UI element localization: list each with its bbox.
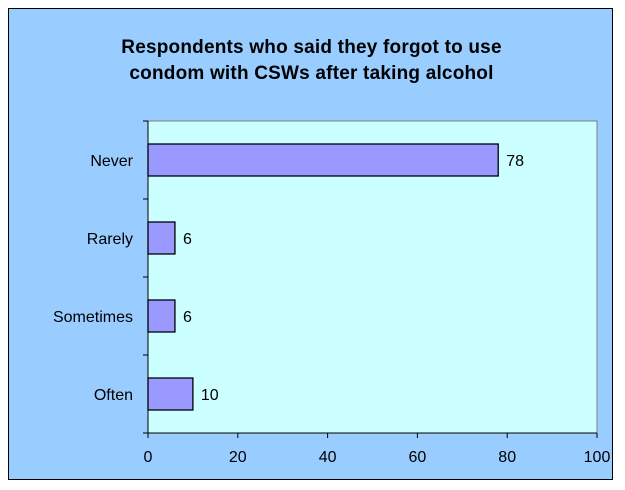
data-label: 6 [183, 231, 192, 248]
data-label: 10 [201, 387, 219, 404]
bar-sometimes [147, 299, 176, 333]
category-label: Rarely [87, 231, 133, 248]
x-tick-label: 0 [144, 449, 153, 466]
data-label: 6 [183, 309, 192, 326]
data-label: 78 [506, 153, 524, 170]
x-tick-label: 100 [584, 449, 611, 466]
bar-never [147, 143, 499, 177]
category-label: Sometimes [53, 309, 133, 326]
bar-often [147, 377, 194, 411]
chart-title-line-2: condom with CSWs after taking alcohol [129, 63, 494, 84]
x-tick-label: 20 [229, 449, 247, 466]
bar-rarely [147, 221, 176, 255]
chart-title: Respondents who said they forgot to use … [9, 35, 614, 87]
x-tick-label: 60 [409, 449, 427, 466]
x-tick-label: 80 [498, 449, 516, 466]
chart-title-line-1: Respondents who said they forgot to use [121, 37, 502, 58]
category-label: Often [94, 387, 133, 404]
category-label: Never [90, 153, 133, 170]
x-tick-label: 40 [319, 449, 337, 466]
